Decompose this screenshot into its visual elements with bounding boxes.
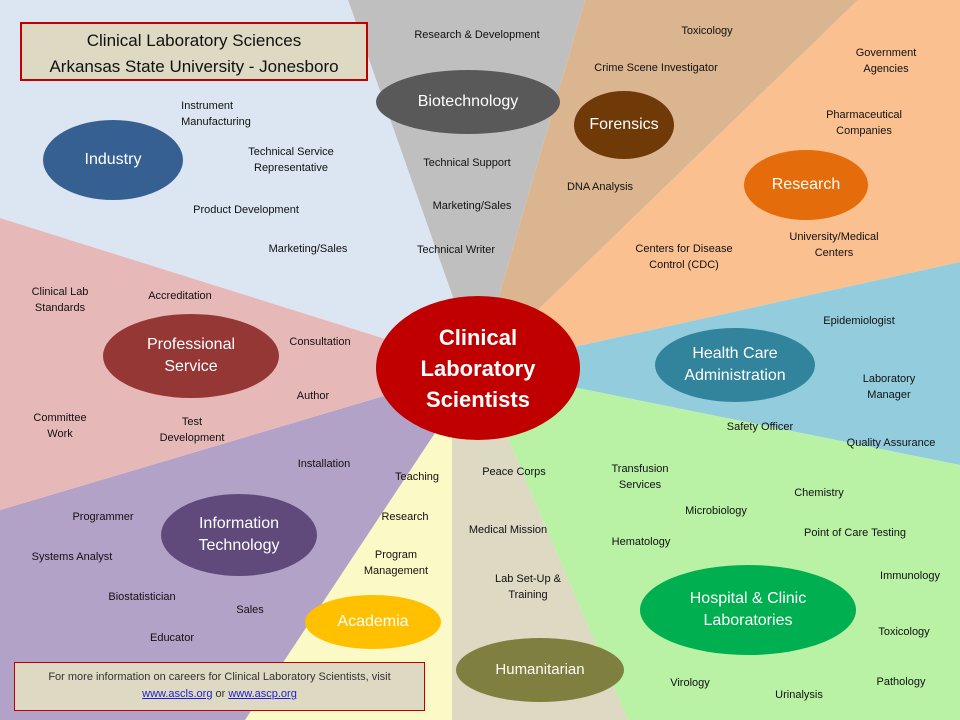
career-label: Technical Service Representative xyxy=(248,146,334,174)
biotechnology-ellipse: Biotechnology xyxy=(376,70,560,134)
career-label: Peace Corps xyxy=(482,466,546,478)
career-label: Research xyxy=(381,511,429,523)
sector-humanitarian xyxy=(452,368,628,720)
sector-industry xyxy=(0,0,478,368)
career-label: Educator xyxy=(149,632,195,644)
career-label: Toxicology xyxy=(681,25,733,37)
career-label: Installation xyxy=(297,458,351,470)
career-label: Program Management xyxy=(363,549,429,577)
career-label: Safety Officer xyxy=(726,421,794,433)
career-label: Test Development xyxy=(159,416,225,444)
career-label: Virology xyxy=(670,677,710,689)
career-label: Quality Assurance xyxy=(846,437,936,449)
title-line2: Arkansas State University - Jonesboro xyxy=(49,57,339,76)
career-label: University/Medical Centers xyxy=(789,231,879,259)
professional-ellipse: Professional Service xyxy=(103,314,279,398)
career-label: Marketing/Sales xyxy=(268,243,348,255)
career-label: Crime Scene Investigator xyxy=(594,62,718,74)
forensics-ellipse: Forensics xyxy=(574,91,674,159)
career-label: Technical Support xyxy=(423,157,511,169)
footer-or: or xyxy=(212,688,229,700)
career-label: Pharmaceutical Companies xyxy=(826,109,902,137)
career-label: Author xyxy=(296,390,330,402)
career-label: Marketing/Sales xyxy=(432,200,512,212)
career-label: Technical Writer xyxy=(416,244,496,256)
title-box: Clinical Laboratory Sciences Arkansas St… xyxy=(20,22,368,81)
research-ellipse: Research xyxy=(744,150,868,220)
career-label: Instrument Manufacturing xyxy=(181,100,251,128)
career-label: Government Agencies xyxy=(855,47,917,75)
career-label: Urinalysis xyxy=(775,689,823,701)
career-label: Pathology xyxy=(876,676,926,688)
career-label: Clinical Lab Standards xyxy=(31,286,89,314)
industry-ellipse: Industry xyxy=(43,120,183,200)
career-label: Biostatistician xyxy=(108,591,176,603)
career-label: Lab Set-Up & Training xyxy=(494,573,562,601)
career-label: Product Development xyxy=(193,204,299,216)
career-label: Research & Development xyxy=(414,29,540,41)
ascls-link[interactable]: www.ascls.org xyxy=(142,688,213,700)
career-label: Hematology xyxy=(611,536,671,548)
career-label: Toxicology xyxy=(878,626,930,638)
footer-text: For more information on careers for Clin… xyxy=(48,671,391,683)
ascp-link[interactable]: www.ascp.org xyxy=(228,688,297,700)
career-label: Sales xyxy=(236,604,264,616)
career-label: Accreditation xyxy=(148,290,212,302)
career-label: Programmer xyxy=(72,511,134,523)
career-label: Epidemiologist xyxy=(823,315,895,327)
sector-research xyxy=(478,0,960,368)
career-label: Microbiology xyxy=(685,505,747,517)
career-label: Point of Care Testing xyxy=(804,527,906,539)
humanitarian-ellipse: Humanitarian xyxy=(456,638,624,702)
career-label: Consultation xyxy=(289,336,351,348)
career-label: Teaching xyxy=(394,471,440,483)
footer-box: For more information on careers for Clin… xyxy=(14,662,425,711)
it-ellipse: Information Technology xyxy=(161,494,317,576)
academia-ellipse: Academia xyxy=(305,595,441,649)
career-label: Immunology xyxy=(880,570,940,582)
career-label: Medical Mission xyxy=(468,524,548,536)
center-ellipse: Clinical Laboratory Scientists xyxy=(376,296,580,440)
health-ellipse: Health Care Administration xyxy=(655,328,815,402)
career-label: Transfusion Services xyxy=(611,463,669,491)
career-label: DNA Analysis xyxy=(566,181,634,193)
career-label: Centers for Disease Control (CDC) xyxy=(635,243,733,271)
career-label: Chemistry xyxy=(794,487,844,499)
career-label: Committee Work xyxy=(33,412,87,440)
title-line1: Clinical Laboratory Sciences xyxy=(86,31,302,50)
hospital-ellipse: Hospital & Clinic Laboratories xyxy=(640,565,856,655)
career-label: Laboratory Manager xyxy=(862,373,916,401)
career-label: Systems Analyst xyxy=(31,551,113,563)
